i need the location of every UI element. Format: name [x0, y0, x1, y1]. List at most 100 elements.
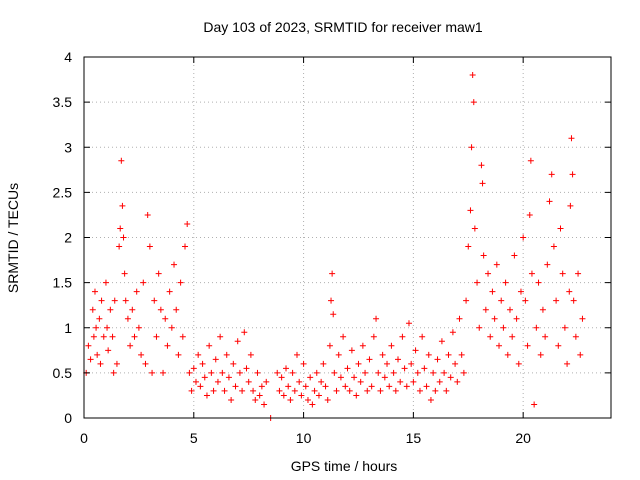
data-point	[318, 378, 325, 385]
data-point	[142, 360, 149, 367]
data-point	[542, 333, 549, 340]
data-point	[210, 387, 217, 394]
data-point	[496, 342, 503, 349]
data-point	[337, 374, 344, 381]
data-point	[230, 360, 237, 367]
data-point	[366, 356, 373, 363]
data-point	[572, 333, 579, 340]
grid	[84, 57, 611, 418]
data-point	[441, 369, 448, 376]
data-point	[412, 347, 419, 354]
data-point	[348, 347, 355, 354]
y-tick-label: 4	[64, 49, 72, 65]
data-point	[129, 306, 136, 313]
data-point	[478, 162, 485, 169]
data-point	[140, 279, 147, 286]
data-point	[239, 387, 246, 394]
data-point	[425, 351, 432, 358]
data-point	[278, 374, 285, 381]
data-point	[223, 351, 230, 358]
y-tick-label: 0.5	[53, 365, 73, 381]
data-point	[553, 297, 560, 304]
y-tick-label: 1.5	[53, 275, 73, 291]
data-point	[364, 387, 371, 394]
data-point	[91, 288, 98, 295]
data-point	[564, 360, 571, 367]
data-point	[504, 351, 511, 358]
data-point	[359, 342, 366, 349]
data-point	[570, 297, 577, 304]
data-point	[192, 378, 199, 385]
data-point	[107, 306, 114, 313]
data-point	[416, 387, 423, 394]
data-point	[479, 180, 486, 187]
data-point	[403, 383, 410, 390]
data-point	[287, 396, 294, 403]
data-point	[427, 396, 434, 403]
data-point	[173, 306, 180, 313]
data-point	[291, 387, 298, 394]
data-point	[377, 387, 384, 394]
data-point	[87, 356, 94, 363]
data-point	[124, 315, 131, 322]
data-point	[98, 297, 105, 304]
data-point	[149, 369, 156, 376]
data-point	[399, 333, 406, 340]
data-point	[480, 252, 487, 259]
data-point	[575, 270, 582, 277]
data-point	[304, 396, 311, 403]
data-point	[171, 261, 178, 268]
data-point	[410, 378, 417, 385]
data-point	[351, 374, 358, 381]
data-point	[370, 333, 377, 340]
data-point	[117, 225, 124, 232]
data-point	[153, 333, 160, 340]
data-point	[468, 144, 475, 151]
data-point	[557, 225, 564, 232]
data-point	[93, 324, 100, 331]
data-point	[567, 202, 574, 209]
data-point	[203, 392, 210, 399]
data-point	[485, 270, 492, 277]
data-point	[559, 270, 566, 277]
data-point	[443, 387, 450, 394]
data-point	[476, 324, 483, 331]
data-point	[96, 315, 103, 322]
data-point	[381, 374, 388, 381]
data-point	[373, 315, 380, 322]
data-point	[121, 270, 128, 277]
x-tick-label: 5	[190, 430, 198, 446]
data-point	[190, 365, 197, 372]
data-point	[344, 365, 351, 372]
data-point	[379, 351, 386, 358]
data-point	[438, 338, 445, 345]
data-point	[502, 279, 509, 286]
data-point	[133, 288, 140, 295]
data-point	[500, 324, 507, 331]
data-point	[447, 374, 454, 381]
data-point	[212, 356, 219, 363]
data-point	[432, 387, 439, 394]
data-point	[228, 396, 235, 403]
data-point	[375, 369, 382, 376]
data-point	[247, 351, 254, 358]
data-point	[219, 369, 226, 376]
data-point	[155, 270, 162, 277]
data-point	[90, 333, 97, 340]
data-point	[221, 387, 228, 394]
data-point	[539, 306, 546, 313]
data-point	[296, 378, 303, 385]
data-point	[138, 351, 145, 358]
data-point	[225, 374, 232, 381]
data-point	[449, 329, 456, 336]
data-point	[85, 342, 92, 349]
data-point	[386, 383, 393, 390]
data-point	[214, 378, 221, 385]
data-point	[201, 374, 208, 381]
data-point	[184, 220, 191, 227]
data-point	[465, 243, 472, 250]
data-point	[463, 297, 470, 304]
data-point	[392, 387, 399, 394]
data-point	[276, 387, 283, 394]
data-point	[89, 306, 96, 313]
